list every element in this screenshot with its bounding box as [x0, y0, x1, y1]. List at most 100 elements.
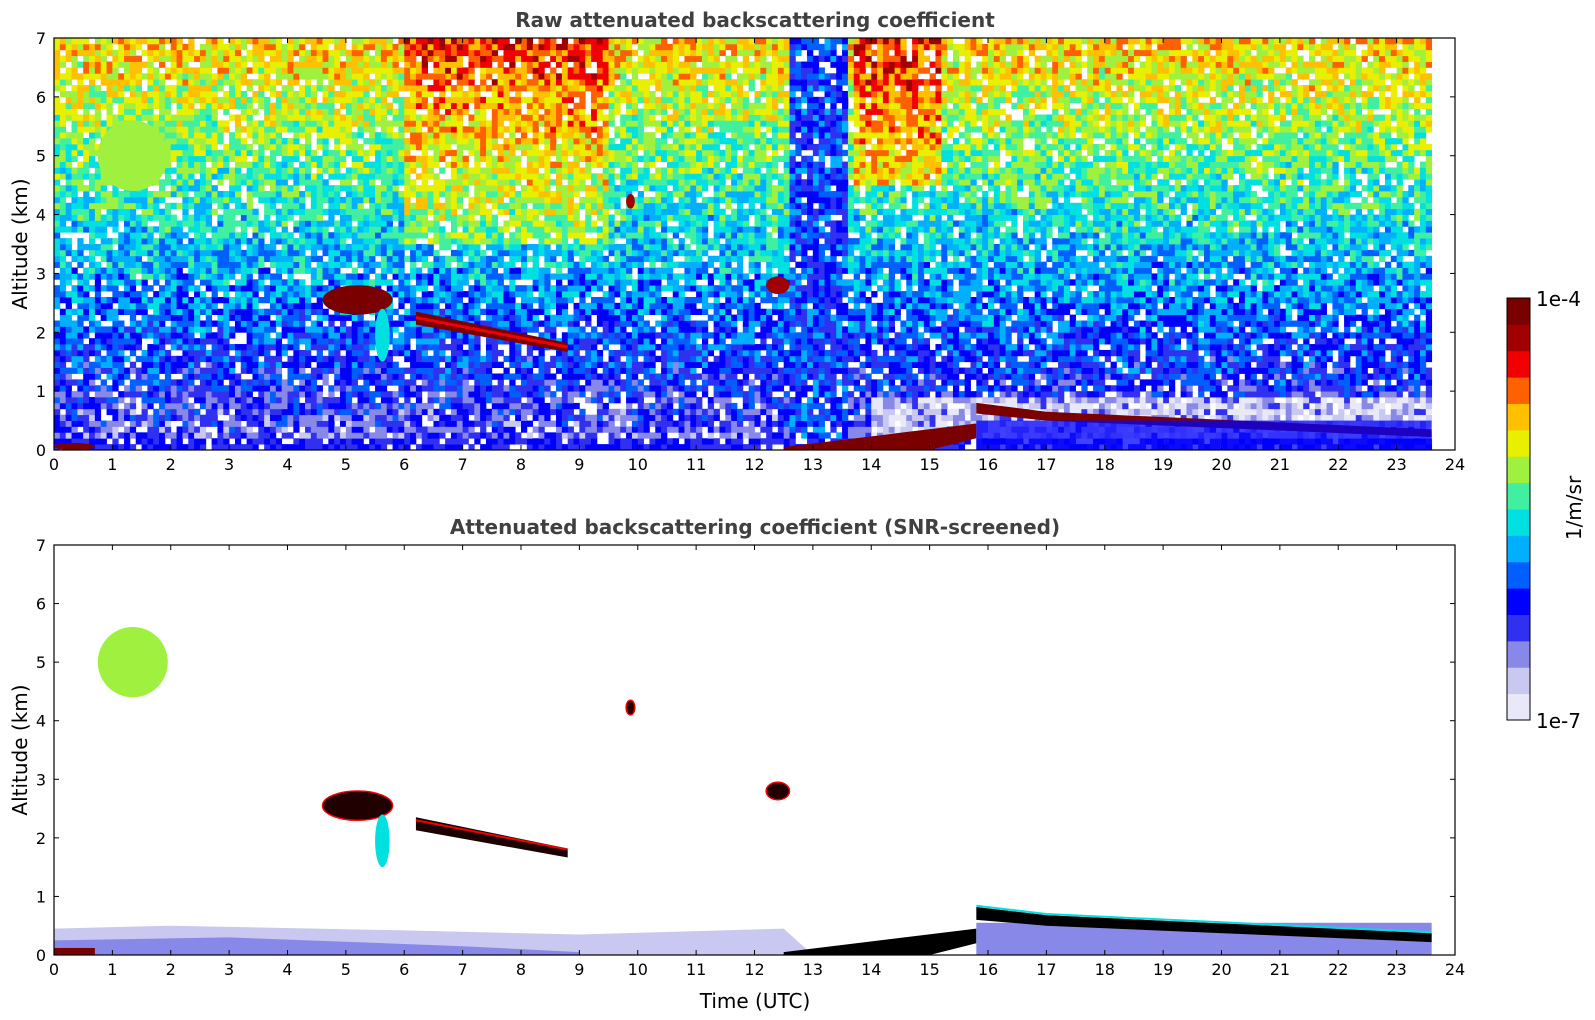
- raw-heatmap-cell: [258, 279, 265, 286]
- raw-heatmap-cell: [345, 332, 353, 339]
- raw-heatmap-cell: [322, 161, 329, 168]
- raw-heatmap-cell: [252, 367, 259, 374]
- raw-heatmap-cell: [246, 244, 253, 251]
- raw-heatmap-cell: [462, 397, 469, 404]
- raw-heatmap-cell: [159, 191, 166, 198]
- raw-heatmap-cell: [258, 143, 265, 151]
- raw-heatmap-cell: [54, 85, 61, 92]
- raw-heatmap-cell: [211, 438, 218, 445]
- raw-heatmap-cell: [153, 55, 160, 62]
- raw-heatmap-cell: [474, 349, 481, 357]
- raw-heatmap-cell: [170, 444, 177, 451]
- raw-heatmap-cell: [491, 420, 499, 427]
- raw-heatmap-cell: [205, 67, 213, 74]
- raw-heatmap-cell: [369, 255, 376, 263]
- raw-heatmap-cell: [188, 85, 195, 92]
- raw-heatmap-cell: [491, 138, 499, 145]
- raw-heatmap-cell: [258, 226, 265, 233]
- raw-heatmap-cell: [509, 249, 516, 257]
- raw-heatmap-cell: [83, 67, 90, 74]
- raw-heatmap-cell: [468, 367, 475, 374]
- raw-heatmap-cell: [386, 314, 393, 321]
- raw-heatmap-cell: [334, 379, 341, 386]
- raw-heatmap-cell: [305, 238, 312, 245]
- raw-heatmap-cell: [182, 349, 189, 357]
- raw-heatmap-cell: [340, 73, 347, 80]
- raw-heatmap-cell: [83, 220, 90, 227]
- raw-heatmap-cell: [293, 279, 300, 286]
- raw-heatmap-cell: [269, 173, 277, 180]
- raw-heatmap-cell: [334, 267, 341, 274]
- raw-heatmap-cell: [89, 338, 96, 345]
- raw-heatmap-cell: [153, 279, 160, 286]
- raw-heatmap-cell: [357, 438, 364, 445]
- raw-heatmap-cell: [392, 391, 399, 398]
- raw-heatmap-cell: [509, 143, 516, 151]
- raw-heatmap-cell: [322, 379, 329, 386]
- raw-heatmap-cell: [485, 285, 493, 292]
- raw-heatmap-cell: [386, 173, 393, 180]
- raw-heatmap-cell: [153, 408, 160, 416]
- raw-heatmap-cell: [217, 420, 224, 427]
- raw-heatmap-cell: [293, 143, 300, 151]
- raw-heatmap-cell: [375, 38, 382, 45]
- raw-heatmap-cell: [199, 279, 207, 286]
- raw-heatmap-cell: [491, 255, 499, 263]
- raw-heatmap-cell: [509, 255, 516, 263]
- raw-heatmap-cell: [118, 196, 125, 204]
- raw-heatmap-cell: [287, 232, 294, 239]
- raw-heatmap-cell: [363, 426, 370, 433]
- raw-heatmap-cell: [252, 220, 259, 227]
- raw-heatmap-cell: [287, 185, 294, 192]
- raw-heatmap-cell: [305, 332, 312, 339]
- raw-heatmap-cell: [205, 249, 213, 257]
- raw-heatmap-cell: [404, 191, 411, 198]
- raw-heatmap-cell: [415, 196, 423, 204]
- raw-heatmap-cell: [100, 361, 107, 368]
- raw-heatmap-cell: [65, 308, 72, 316]
- raw-heatmap-cell: [328, 208, 335, 215]
- raw-heatmap-cell: [205, 320, 213, 327]
- raw-heatmap-cell: [170, 155, 177, 162]
- raw-heatmap-cell: [164, 214, 172, 221]
- raw-heatmap-cell: [188, 361, 195, 368]
- raw-heatmap-cell: [515, 43, 522, 51]
- raw-heatmap-cell: [205, 85, 213, 92]
- raw-heatmap-cell: [480, 273, 487, 280]
- raw-heatmap-cell: [485, 361, 493, 368]
- raw-heatmap-cell: [83, 38, 90, 45]
- raw-heatmap-cell: [380, 444, 388, 451]
- raw-heatmap-cell: [450, 379, 458, 386]
- raw-heatmap-cell: [316, 314, 323, 321]
- raw-heatmap-cell: [334, 373, 341, 380]
- raw-heatmap-cell: [328, 432, 335, 439]
- raw-heatmap-cell: [445, 314, 452, 321]
- raw-heatmap-cell: [246, 273, 253, 280]
- raw-heatmap-cell: [65, 173, 72, 180]
- raw-heatmap-cell: [375, 67, 382, 74]
- raw-heatmap-cell: [129, 226, 137, 233]
- raw-heatmap-cell: [392, 191, 399, 198]
- raw-heatmap-cell: [264, 338, 271, 345]
- raw-heatmap-cell: [281, 255, 288, 263]
- raw-heatmap-cell: [83, 438, 90, 445]
- raw-heatmap-cell: [258, 361, 265, 368]
- raw-heatmap-cell: [515, 220, 522, 227]
- raw-heatmap-cell: [480, 279, 487, 286]
- raw-heatmap-cell: [462, 214, 469, 221]
- raw-heatmap-cell: [229, 208, 236, 215]
- raw-heatmap-cell: [269, 185, 277, 192]
- raw-heatmap-cell: [433, 326, 440, 333]
- raw-heatmap-cell: [135, 432, 142, 439]
- raw-heatmap-cell: [65, 43, 72, 51]
- raw-heatmap-cell: [252, 138, 259, 145]
- raw-heatmap-cell: [485, 273, 493, 280]
- raw-heatmap-cell: [375, 261, 382, 268]
- raw-heatmap-cell: [375, 108, 382, 115]
- raw-heatmap-cell: [386, 255, 393, 263]
- raw-heatmap-cell: [340, 96, 347, 104]
- raw-heatmap-cell: [89, 220, 96, 227]
- raw-heatmap-cell: [450, 220, 458, 227]
- raw-heatmap-cell: [421, 273, 428, 280]
- raw-heatmap-cell: [124, 238, 131, 245]
